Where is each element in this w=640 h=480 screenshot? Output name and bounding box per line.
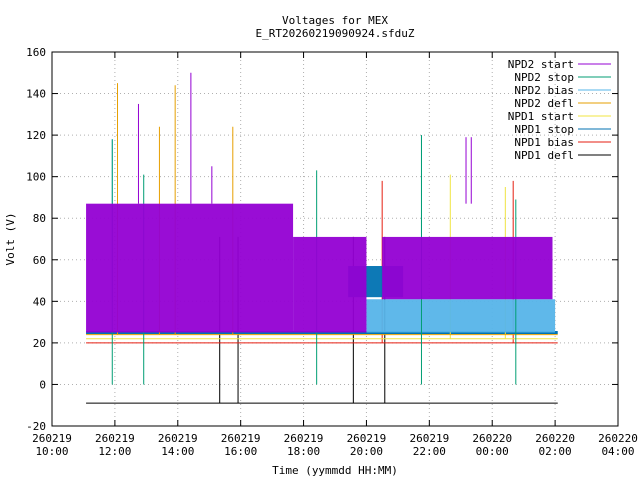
x-tick-date: 260219 (409, 432, 449, 445)
y-tick-label: 0 (39, 378, 46, 391)
chart-title: Voltages for MEX (282, 14, 388, 27)
legend-label: NPD2 start (508, 58, 574, 71)
x-tick-date: 260219 (95, 432, 135, 445)
x-tick-date: 260219 (347, 432, 387, 445)
plot-frame (51, 51, 619, 427)
x-tick-date: 260220 (598, 432, 638, 445)
legend-label: NPD2 defl (514, 97, 574, 110)
x-tick-date: 260219 (32, 432, 72, 445)
series-npd2-start (86, 72, 553, 333)
y-tick-label: 60 (33, 254, 46, 267)
x-tick-time: 02:00 (539, 445, 572, 458)
legend-label: NPD1 stop (514, 123, 574, 136)
x-tick-time: 00:00 (476, 445, 509, 458)
x-tick-time: 22:00 (413, 445, 446, 458)
band-npd2-start (382, 236, 553, 300)
band-npd2-bias (366, 299, 556, 333)
tick-layer: -2002040608010012014016026021910:0026021… (26, 46, 638, 458)
y-tick-label: 140 (26, 88, 46, 101)
data-layer (86, 72, 558, 404)
x-tick-date: 260219 (284, 432, 324, 445)
x-tick-date: 260219 (221, 432, 261, 445)
legend-label: NPD2 stop (514, 71, 574, 84)
y-tick-label: -20 (26, 420, 46, 433)
y-tick-label: 100 (26, 171, 46, 184)
x-tick-time: 12:00 (98, 445, 131, 458)
y-tick-label: 40 (33, 295, 46, 308)
legend-label: NPD2 bias (514, 84, 574, 97)
x-axis-label: Time (yymmdd HH:MM) (272, 464, 398, 477)
y-tick-label: 160 (26, 46, 46, 59)
chart-subtitle: E_RT20260219090924.sfduZ (256, 27, 415, 40)
x-tick-time: 18:00 (287, 445, 320, 458)
x-tick-time: 20:00 (350, 445, 383, 458)
x-tick-date: 260220 (472, 432, 512, 445)
y-tick-label: 120 (26, 129, 46, 142)
legend-label: NPD1 bias (514, 136, 574, 149)
legend-label: NPD1 start (508, 110, 574, 123)
legend-label: NPD1 defl (514, 149, 574, 162)
x-tick-time: 16:00 (224, 445, 257, 458)
band-npd2-start (86, 203, 294, 333)
y-tick-label: 80 (33, 212, 46, 225)
y-axis-label: Volt (V) (4, 213, 17, 266)
x-tick-date: 260219 (158, 432, 198, 445)
x-tick-time: 10:00 (35, 445, 68, 458)
y-tick-label: 20 (33, 337, 46, 350)
x-tick-time: 14:00 (161, 445, 194, 458)
x-tick-date: 260220 (535, 432, 575, 445)
x-tick-time: 04:00 (601, 445, 634, 458)
band-npd2-start (293, 236, 367, 333)
